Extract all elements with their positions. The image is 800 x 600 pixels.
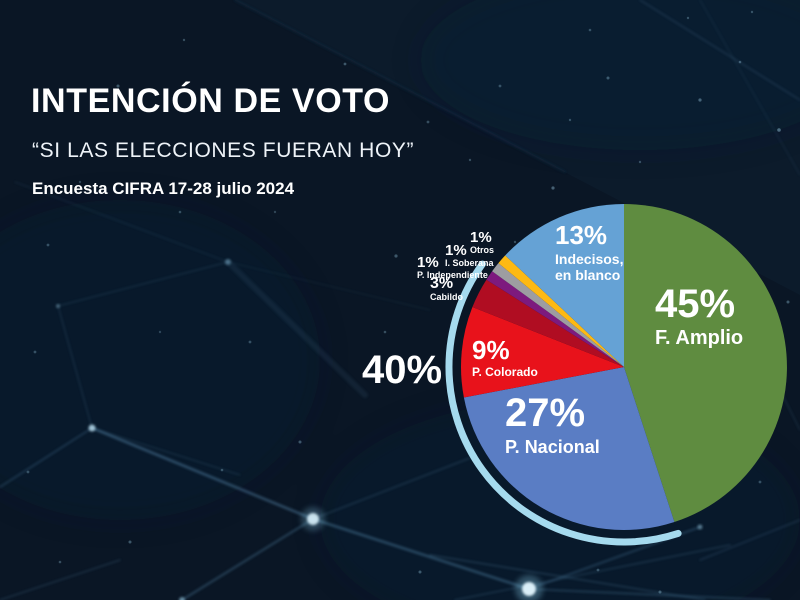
pie-slice-cabildo — [472, 279, 624, 367]
pie-slice-p-nacional — [463, 367, 675, 530]
label-f-amplio: 45% F. Amplio — [655, 284, 743, 348]
label-f-amplio-pct: 45% — [655, 282, 736, 326]
pie-slice-otros — [498, 255, 624, 367]
label-indecisos-name-line2: en blanco — [555, 267, 621, 283]
label-otros-pct: 1% — [470, 229, 492, 246]
label-p-nacional: 27% P. Nacional — [505, 393, 600, 456]
label-otros: 1% Otros — [470, 230, 494, 255]
label-f-amplio-name: F. Amplio — [655, 327, 744, 349]
label-otros-name: Otros — [470, 245, 495, 255]
label-p-independiente-name: P. Independiente — [417, 270, 488, 280]
label-p-independiente-pct: 1% — [417, 254, 439, 271]
label-i-soberana-pct: 1% — [445, 242, 467, 259]
label-i-soberana-name: I. Soberana — [445, 258, 494, 268]
label-p-colorado-pct: 9% — [472, 335, 510, 365]
label-p-colorado: 9% P. Colorado — [472, 337, 538, 378]
coalition-total-arc — [445, 260, 682, 546]
pie-slice-indecisos-en-blanco — [505, 204, 624, 367]
background-nodes — [56, 259, 766, 600]
pie-slice-p-colorado — [460, 307, 624, 398]
label-i-soberana: 1% I. Soberana — [445, 243, 494, 268]
label-p-nacional-pct: 27% — [505, 391, 586, 435]
label-cabildo-pct: 3% — [430, 275, 454, 292]
page-subtitle: “SI LAS ELECCIONES FUERAN HOY” — [32, 139, 415, 162]
pie-slice-p-independiente — [486, 271, 624, 367]
label-indecisos: 13% Indecisos, en blanco — [555, 222, 623, 282]
label-cabildo: 3% Cabildo — [430, 276, 463, 302]
pie-slice-i-soberana — [492, 263, 624, 367]
label-cabildo-name: Cabildo — [430, 292, 463, 302]
label-p-nacional-name: P. Nacional — [505, 437, 600, 457]
background-dots — [26, 10, 790, 594]
label-indecisos-pct: 13% — [555, 220, 608, 250]
survey-source: Encuesta CIFRA 17-28 julio 2024 — [32, 179, 295, 198]
page-title: INTENCIÓN DE VOTO — [31, 82, 391, 120]
label-p-colorado-name: P. Colorado — [472, 365, 538, 379]
pie-slice-f-amplio — [624, 204, 787, 522]
label-p-independiente: 1% P. Independiente — [417, 255, 488, 280]
label-indecisos-name-line1: Indecisos, — [555, 251, 624, 267]
label-coalition-total: 40% — [362, 348, 443, 392]
